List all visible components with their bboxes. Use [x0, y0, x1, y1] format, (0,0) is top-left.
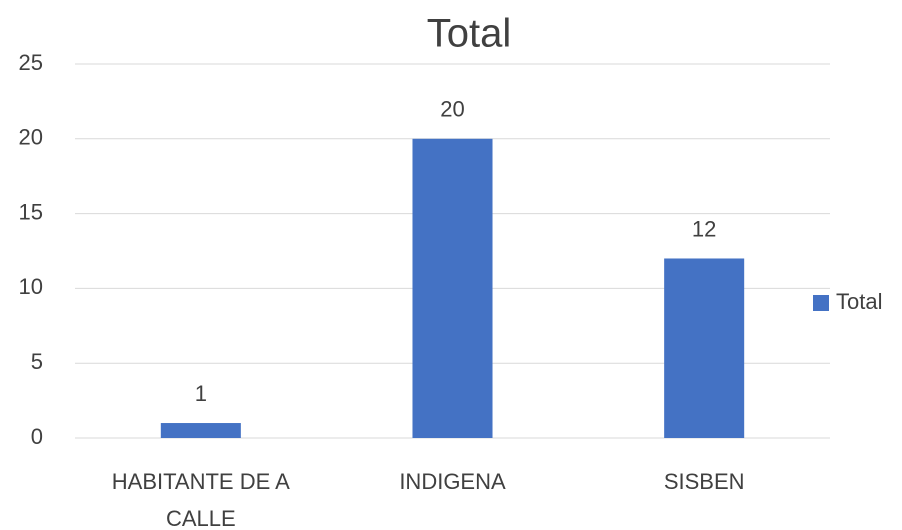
y-tick-label: 0: [31, 424, 43, 449]
x-tick-label: HABITANTE DE A CALLE: [112, 469, 290, 530]
y-tick-label: 20: [19, 125, 43, 150]
y-tick-label: 10: [19, 274, 43, 299]
data-label: 1: [195, 381, 207, 406]
bar: [412, 138, 493, 439]
chart-title: Total: [427, 12, 512, 56]
bar: [160, 423, 241, 438]
y-tick-label: 15: [19, 199, 43, 224]
legend-label: Total: [836, 289, 882, 314]
x-tick-label: SISBEN: [664, 469, 745, 494]
x-tick-label: INDIGENA: [399, 469, 506, 494]
bar: [664, 258, 745, 438]
data-label: 12: [692, 216, 716, 241]
legend-swatch: [813, 295, 829, 311]
data-label: 20: [440, 97, 464, 122]
y-tick-label: 5: [31, 349, 43, 374]
y-tick-label: 25: [19, 50, 43, 75]
